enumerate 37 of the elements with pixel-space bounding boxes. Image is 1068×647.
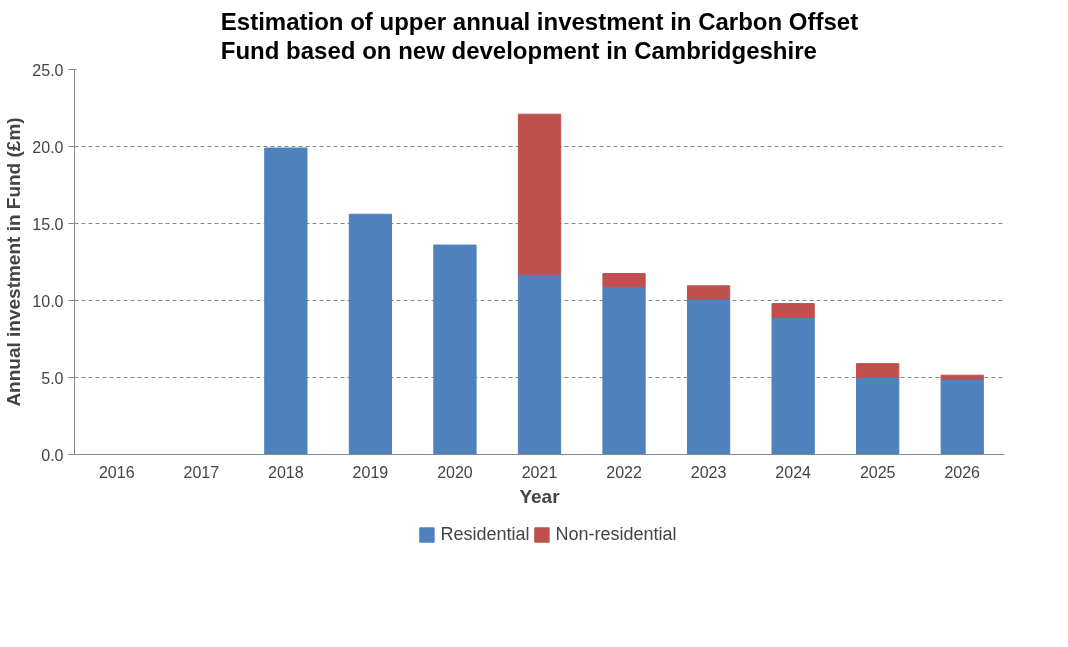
x-tick-label: 2021 xyxy=(521,463,558,481)
x-tick-label: 2018 xyxy=(268,463,304,481)
y-tick-label: 10.0 xyxy=(32,292,64,310)
x-axis-title: Year xyxy=(519,485,561,507)
x-tick-label: 2019 xyxy=(352,463,389,481)
x-tick-label: 2020 xyxy=(437,463,473,481)
x-tick-label: 2026 xyxy=(944,463,981,481)
x-tick-label: 2022 xyxy=(606,463,642,481)
x-tick-label: 2016 xyxy=(98,463,135,481)
x-tick-label: 2017 xyxy=(183,463,220,481)
bar xyxy=(602,286,646,455)
bar xyxy=(940,378,984,455)
chart-title: Estimation of upper annual investment in Carbon Offset Fund based on new development in Cambridgeshire xyxy=(220,7,859,65)
bar xyxy=(771,316,815,455)
y-tick-label: 0.0 xyxy=(41,446,64,464)
legend-label: Non-residential xyxy=(555,523,677,545)
x-tick-label: 2025 xyxy=(859,463,896,481)
bar xyxy=(348,213,393,455)
bar xyxy=(433,244,477,455)
x-tick-label: 2023 xyxy=(690,463,727,481)
bar xyxy=(771,303,815,318)
y-axis-title: Annual investment in Fund (£m) xyxy=(3,117,25,407)
bar xyxy=(602,273,646,288)
y-tick-label: 25.0 xyxy=(32,61,64,79)
legend-label: Residential xyxy=(440,523,530,545)
y-tick-label: 20.0 xyxy=(32,138,64,156)
bar xyxy=(940,374,984,380)
x-tick-label: 2024 xyxy=(775,463,812,481)
bar xyxy=(686,298,731,455)
bar xyxy=(686,285,731,300)
bar xyxy=(856,377,900,455)
bar xyxy=(856,363,900,378)
bar xyxy=(517,273,562,455)
bar xyxy=(517,113,562,275)
bar xyxy=(264,147,308,455)
y-tick-label: 15.0 xyxy=(32,215,64,233)
y-tick-label: 5.0 xyxy=(41,369,64,387)
